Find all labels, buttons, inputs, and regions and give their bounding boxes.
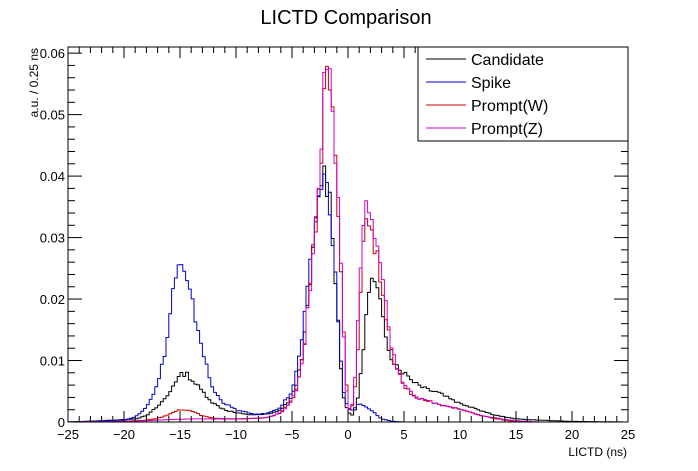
- legend-entries: Candidate Spike Prompt(W) Prompt(Z): [426, 52, 548, 138]
- x-tick-label: 0: [344, 427, 351, 442]
- legend-label: Candidate: [471, 52, 544, 69]
- legend-label: Prompt(W): [471, 98, 548, 115]
- y-axis-label: a.u. / 0.25 ns: [27, 48, 41, 117]
- legend: Candidate Spike Prompt(W) Prompt(Z): [417, 46, 629, 142]
- series-layer: [67, 65, 628, 423]
- x-tick-label: 25: [621, 427, 635, 442]
- y-tick-label: 0.05: [40, 108, 65, 123]
- x-tick-label: 15: [509, 427, 523, 442]
- y-tick-label: 0.06: [40, 46, 65, 61]
- y-tick-label: 0.03: [40, 231, 65, 246]
- x-tick-label: −10: [225, 427, 247, 442]
- y-tick-label: 0: [58, 415, 65, 430]
- y-tick-label: 0.02: [40, 292, 65, 307]
- x-tick-label: −25: [57, 427, 79, 442]
- x-tick-label: −15: [169, 427, 191, 442]
- x-tick-label: −20: [113, 427, 135, 442]
- legend-label: Prompt(Z): [471, 121, 543, 138]
- legend-label: Spike: [471, 75, 511, 92]
- x-tick-label: 10: [453, 427, 467, 442]
- series-line-3: [68, 68, 628, 423]
- legend-box: [417, 46, 629, 142]
- y-tick-label: 0.01: [40, 354, 65, 369]
- x-tick-label: −5: [285, 427, 300, 442]
- y-tick-label: 0.04: [40, 169, 65, 184]
- x-tick-label: 20: [565, 427, 579, 442]
- x-axis-label: LICTD (ns): [568, 445, 627, 459]
- tick-labels: −25 −20 −15 −10 −5 0 5 10 15 20 25 0 0.01 0.02 0.03 0.0…: [40, 46, 636, 442]
- axis-ticks: [67, 47, 629, 423]
- x-tick-label: 5: [400, 427, 407, 442]
- chart-title: LICTD Comparison: [260, 7, 431, 29]
